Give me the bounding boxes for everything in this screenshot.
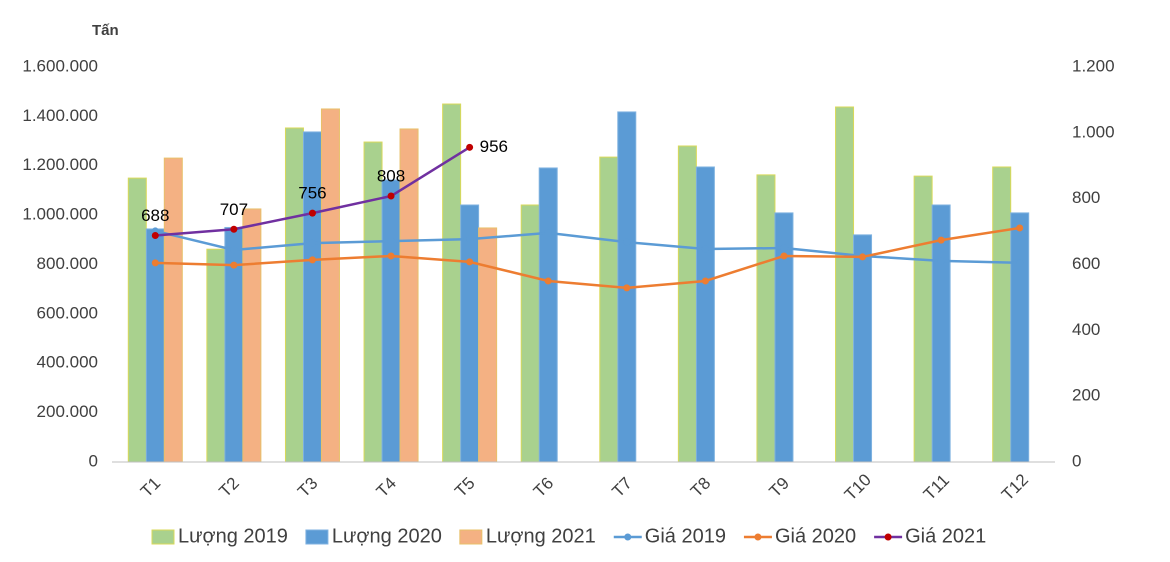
legend-label: Lượng 2020: [332, 525, 442, 547]
bar: [853, 234, 873, 463]
x-tick-label: T5: [451, 474, 478, 501]
y2-tick-label: 400: [1072, 320, 1100, 339]
point: [780, 252, 788, 260]
value-label: 688: [141, 206, 169, 225]
value-label: 808: [377, 167, 405, 186]
legend-label: Giá 2021: [905, 525, 986, 547]
point: [230, 261, 238, 269]
point: [937, 236, 945, 244]
y-tick-label: 1.400.000: [22, 106, 98, 125]
bar: [520, 204, 540, 463]
y2-tick-label: 1.200: [1072, 56, 1115, 75]
legend-marker: [884, 533, 892, 541]
point: [308, 256, 316, 264]
bar: [913, 175, 933, 463]
point: [308, 239, 316, 247]
bar: [599, 156, 619, 463]
bar: [478, 227, 498, 463]
legend-label: Lượng 2019: [178, 525, 288, 547]
x-tick-label: T9: [766, 474, 793, 501]
bar: [756, 174, 776, 463]
y-tick-label: 1.000.000: [22, 205, 98, 224]
y-tick-label: 200.000: [37, 402, 98, 421]
line: [155, 226, 1020, 290]
y-tick-label: 1.600.000: [22, 56, 98, 75]
legend-label: Lượng 2021: [486, 525, 596, 547]
point: [701, 277, 709, 285]
point: [1016, 224, 1024, 232]
point: [308, 209, 316, 217]
y-tick-label: 0: [89, 451, 98, 470]
legend-marker: [624, 533, 632, 541]
point: [387, 192, 395, 200]
x-tick-label: T2: [215, 474, 242, 501]
bar: [695, 166, 715, 463]
legend-swatch: [305, 529, 329, 545]
point: [937, 257, 945, 265]
value-label: 707: [220, 200, 248, 219]
point: [701, 245, 709, 253]
point: [544, 277, 552, 285]
point: [151, 259, 159, 267]
legend-label: Giá 2020: [775, 525, 856, 547]
point: [230, 246, 238, 254]
legend-marker: [754, 533, 762, 541]
legend: Lượng 2019 Lượng 2020 Lượng 2021 Giá 2019 Gi…: [151, 525, 986, 547]
bar: [284, 127, 304, 463]
bar: [1010, 212, 1030, 463]
y2-tick-label: 0: [1072, 451, 1081, 470]
point: [151, 232, 159, 240]
bar: [992, 166, 1012, 463]
bar: [677, 145, 697, 463]
x-tick-label: T3: [294, 474, 321, 501]
bar: [460, 204, 480, 463]
y-tick-label: 800.000: [37, 254, 98, 273]
y2-tick-label: 1.000: [1072, 122, 1115, 141]
bar: [381, 179, 401, 463]
x-tick-label: T1: [137, 474, 164, 501]
line: [154, 229, 1020, 265]
point: [780, 244, 788, 252]
value-label: 956: [480, 137, 508, 156]
y-axis-label: Tấn: [92, 22, 119, 39]
point: [623, 284, 631, 292]
y-tick-label: 1.200.000: [22, 155, 98, 174]
bar: [302, 131, 322, 463]
point: [544, 229, 552, 237]
value-label: 756: [298, 184, 326, 203]
legend-label: Giá 2019: [645, 525, 726, 547]
point: [466, 235, 474, 243]
x-tick-label: T4: [373, 474, 400, 501]
point: [859, 253, 867, 261]
legend-swatch: [151, 529, 175, 545]
bar: [835, 106, 855, 463]
point: [466, 258, 474, 266]
point: [387, 237, 395, 245]
point: [466, 143, 474, 151]
bar: [363, 141, 383, 463]
legend-swatch: [459, 529, 483, 545]
point: [387, 252, 395, 260]
point: [230, 225, 238, 233]
y-tick-label: 400.000: [37, 353, 98, 372]
x-tick-label: T11: [920, 471, 953, 504]
x-tick-label: T7: [608, 474, 635, 501]
y2-tick-label: 200: [1072, 386, 1100, 405]
x-tick-label: T6: [530, 474, 557, 501]
x-tick-label: T10: [841, 470, 875, 504]
y2-tick-label: 800: [1072, 188, 1100, 207]
x-tick-label: T12: [998, 470, 1032, 504]
bar: [538, 167, 558, 463]
point: [1016, 259, 1024, 267]
x-tick-label: T8: [687, 474, 714, 501]
bar: [320, 108, 340, 463]
y2-tick-label: 600: [1072, 254, 1100, 273]
y-tick-label: 600.000: [37, 303, 98, 322]
bar: [163, 157, 183, 463]
bar: [206, 248, 226, 463]
point: [623, 238, 631, 246]
